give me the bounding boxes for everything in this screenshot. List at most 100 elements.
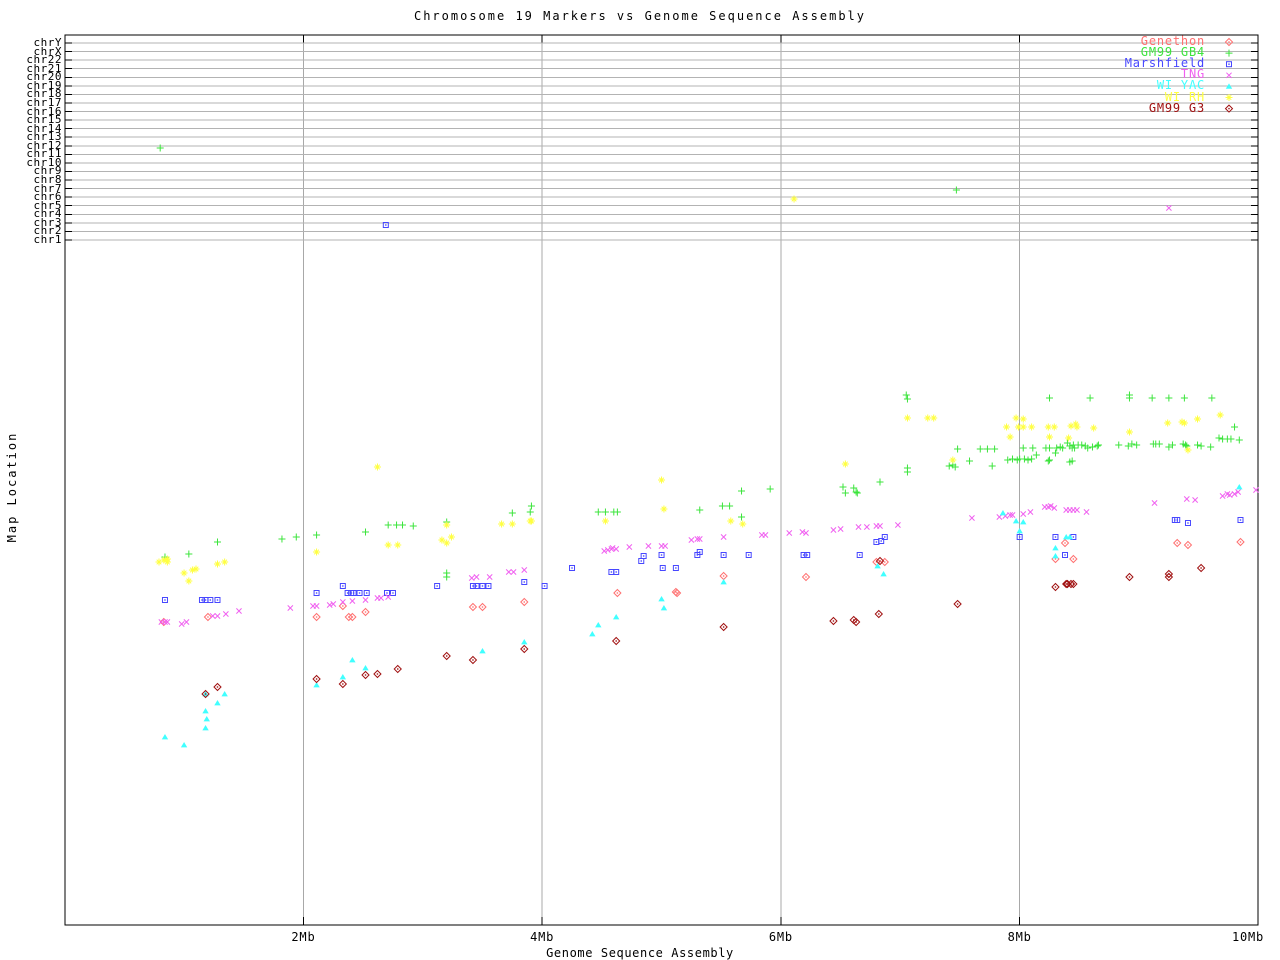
marker-tng [214, 613, 221, 619]
marker-marshfield [672, 565, 679, 571]
marker-gm99-g3 [611, 636, 621, 646]
marker-gm99-gb4 [1180, 394, 1188, 402]
marker-gm99-g3 [1164, 572, 1174, 582]
marker-wi-rh [949, 456, 957, 464]
legend-marker-gm99-g3 [1224, 104, 1234, 113]
chromosome-label-chr1: chr1 [33, 232, 62, 246]
marker-gm99-g3 [719, 622, 728, 632]
marker-wi-yac [595, 622, 602, 628]
marker-wi-rh [1012, 414, 1020, 422]
marker-gm99-gb4 [1094, 441, 1102, 449]
marker-marshfield [356, 590, 363, 596]
marker-marshfield [313, 590, 320, 596]
marker-tng [473, 574, 480, 580]
marker-gm99-gb4 [213, 538, 221, 546]
legend-marker-genethon [1224, 37, 1234, 47]
marker-wi-yac [214, 700, 221, 706]
marker-gm99-gb4 [1125, 394, 1133, 402]
marker-marshfield [800, 552, 807, 558]
marker-marshfield [202, 597, 209, 603]
marker-gm99-gb4 [1133, 441, 1141, 449]
marker-marshfield [198, 597, 205, 603]
marker-tng [1151, 500, 1158, 506]
marker-wi-rh [373, 463, 381, 471]
marker-tng [1051, 505, 1058, 511]
marker-gm99-g3 [829, 616, 838, 626]
marker-genethon [203, 612, 213, 622]
marker-tng [1231, 491, 1238, 497]
marker-tng [1083, 509, 1090, 515]
marker-gm99-gb4 [853, 489, 861, 497]
chromosome-label-chr6: chr6 [33, 190, 62, 204]
marker-wi-yac [521, 639, 528, 645]
marker-wi-rh [1072, 420, 1080, 428]
marker-gm99-gb4 [1235, 436, 1243, 444]
marker-gm99-g3 [953, 599, 962, 609]
chromosome-label-chr20: chr20 [26, 70, 62, 84]
marker-gm99-g3 [520, 644, 529, 654]
marker-gm99-gb4 [1020, 455, 1028, 463]
marker-wi-yac [1052, 545, 1059, 551]
marker-gm99-gb4 [1004, 456, 1012, 464]
chromosome-label-chr13: chr13 [26, 130, 62, 144]
marker-genethon [361, 607, 370, 617]
marker-gm99-gb4 [841, 489, 849, 497]
legend-marker-wi-yac [1225, 83, 1233, 89]
marker-gm99-gb4 [443, 573, 451, 581]
marker-marshfield [1016, 534, 1023, 540]
marker-tng [1219, 493, 1226, 499]
marker-tng [486, 574, 493, 580]
marker-tng [894, 522, 901, 528]
marker-wi-yac [658, 596, 665, 602]
marker-gm99-gb4 [1194, 441, 1202, 449]
marker-marshfield [389, 590, 396, 596]
chromosome-label-chrY: chrY [33, 36, 62, 49]
marker-wi-rh [1019, 423, 1027, 431]
marker-marshfield [720, 552, 727, 558]
marker-wi-rh [1216, 411, 1224, 419]
marker-gm99-g3 [213, 682, 222, 692]
legend-marker-wi-rh [1225, 94, 1233, 101]
marker-gm99-gb4 [850, 484, 858, 492]
x-tick-label: 4Mb [530, 930, 555, 944]
chromosome-label-chr21: chr21 [26, 61, 62, 75]
marker-wi-rh [313, 548, 321, 556]
marker-gm99-gb4 [852, 488, 860, 496]
marker-gm99-g3 [1051, 582, 1060, 592]
marker-wi-rh [930, 414, 938, 422]
marker-gm99-gb4 [1019, 444, 1027, 452]
marker-wi-rh [443, 521, 451, 529]
chromosome-label-chr8: chr8 [33, 173, 62, 187]
marker-tng [1253, 487, 1259, 493]
marker-marshfield [521, 579, 528, 585]
marker-tng [222, 611, 229, 617]
marker-gm99-gb4 [1078, 441, 1086, 449]
marker-wi-yac [720, 579, 727, 585]
chromosome-label-chr11: chr11 [26, 147, 62, 161]
marker-tng [1027, 509, 1034, 515]
marker-gm99-gb4 [384, 521, 392, 529]
marker-gm99-gb4 [1046, 456, 1053, 464]
marker-gm99-g3 [1125, 572, 1134, 582]
marker-genethon [719, 571, 728, 581]
legend-label-gm99-g3: GM99 G3 [1148, 100, 1205, 115]
marker-marshfield [613, 569, 620, 575]
marker-gm99-g3 [442, 651, 451, 661]
marker-gm99-gb4 [508, 509, 516, 517]
marker-wi-rh [163, 558, 171, 566]
marker-wi-rh [924, 414, 932, 422]
marker-wi-yac [202, 708, 209, 714]
marker-marshfield [659, 565, 666, 571]
marker-marshfield [473, 583, 480, 589]
marker-genethon [613, 588, 622, 598]
marker-gm99-g3 [851, 617, 861, 627]
marker-marshfield [640, 553, 647, 559]
marker-marshfield [479, 583, 486, 589]
marker-wi-rh [727, 517, 735, 525]
marker-wi-rh [1003, 423, 1011, 431]
marker-wi-rh [221, 558, 229, 566]
marker-tng [178, 621, 185, 627]
marker-gm99-gb4 [1009, 455, 1016, 463]
marker-gm99-gb4 [1165, 443, 1173, 451]
marker-wi-yac [874, 563, 881, 569]
